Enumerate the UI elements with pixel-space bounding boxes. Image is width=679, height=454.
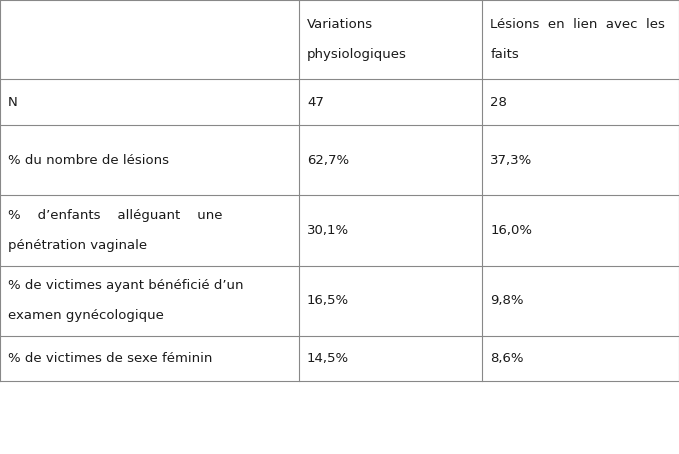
Text: Variations

physiologiques: Variations physiologiques	[307, 18, 407, 61]
Text: 8,6%: 8,6%	[490, 352, 524, 365]
Text: 9,8%: 9,8%	[490, 294, 524, 307]
Text: % du nombre de lésions: % du nombre de lésions	[8, 153, 169, 167]
Text: 16,0%: 16,0%	[490, 224, 532, 237]
Text: % de victimes ayant bénéficié d’un

examen gynécologique: % de victimes ayant bénéficié d’un exame…	[8, 279, 244, 322]
Text: % de victimes de sexe féminin: % de victimes de sexe féminin	[8, 352, 213, 365]
Text: N: N	[8, 96, 18, 109]
Text: 16,5%: 16,5%	[307, 294, 349, 307]
Text: 30,1%: 30,1%	[307, 224, 349, 237]
Text: 47: 47	[307, 96, 324, 109]
Text: 14,5%: 14,5%	[307, 352, 349, 365]
Text: 62,7%: 62,7%	[307, 153, 349, 167]
Text: 28: 28	[490, 96, 507, 109]
Text: %    d’enfants    alléguant    une

pénétration vaginale: % d’enfants alléguant une pénétration va…	[8, 209, 223, 252]
Text: Lésions  en  lien  avec  les

faits: Lésions en lien avec les faits	[490, 18, 665, 61]
Text: 37,3%: 37,3%	[490, 153, 532, 167]
